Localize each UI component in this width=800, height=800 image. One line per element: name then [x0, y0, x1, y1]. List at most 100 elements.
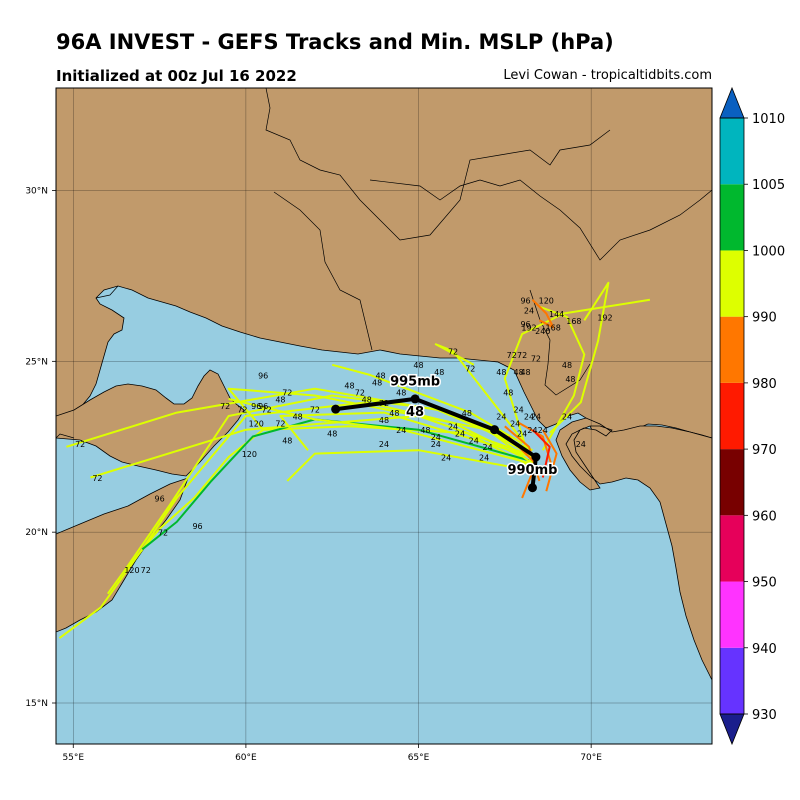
forecast-hour-label: 72 — [517, 351, 527, 360]
forecast-hour-label: 24 — [479, 453, 489, 462]
mean-track-label: 995mb — [390, 374, 440, 389]
forecast-hour-label: 48 — [275, 395, 285, 404]
forecast-hour-label: 240 — [535, 327, 550, 336]
forecast-hour-label: 48 — [389, 409, 399, 418]
forecast-hour-label: 96 — [258, 402, 268, 411]
latitude-ticks: 15°N 20°N 25°N 30°N — [25, 187, 56, 709]
forecast-hour-label: 48 — [434, 368, 444, 377]
ensemble-track — [66, 387, 530, 455]
ensemble-track — [548, 281, 610, 434]
forecast-hour-label: 48 — [420, 426, 430, 435]
mean-track-point — [527, 483, 537, 493]
map-subtitle: Initialized at 00z Jul 16 2022 — [56, 67, 297, 85]
oman-coast — [56, 369, 245, 477]
forecast-hour-label: 168 — [566, 317, 581, 326]
mean-track-label: 48 — [406, 405, 424, 420]
forecast-hour-label: 72 — [141, 566, 151, 575]
forecast-hour-label: 72 — [465, 365, 475, 374]
colorbar-tick-label: 930 — [752, 708, 777, 723]
forecast-hour-label: 24 — [482, 443, 492, 452]
mean-track-point — [489, 425, 499, 435]
forecast-hour-label: 24 — [441, 453, 451, 462]
forecast-hour-label: 24 — [510, 419, 520, 428]
forecast-hour-label: 48 — [327, 430, 337, 439]
country-border — [95, 285, 119, 299]
ensemble-track — [279, 411, 533, 458]
forecast-hour-label: 24 — [524, 307, 534, 316]
colorbar-bin — [720, 515, 744, 582]
forecast-hour-label: 24 — [524, 412, 534, 421]
forecast-hour-label: 24 — [531, 412, 541, 421]
forecast-hour-label: 48 — [520, 368, 530, 377]
ensemble-track — [90, 415, 537, 479]
country-border — [273, 191, 373, 351]
forecast-hour-label: 72 — [158, 529, 168, 538]
forecast-hour-label: 24 — [517, 430, 527, 439]
forecast-hour-label: 24 — [527, 426, 537, 435]
country-border — [56, 433, 75, 439]
mean-track-point — [531, 452, 541, 462]
colorbar-frame — [719, 117, 745, 715]
forecast-hour-label: 24 — [431, 440, 441, 449]
colorbar-tick-label: 1010 — [752, 112, 785, 127]
lon-tick-label: 70°E — [580, 753, 602, 763]
colorbar-bin — [720, 316, 744, 383]
forecast-hour-label: 72 — [262, 406, 272, 415]
colorbar-bin — [720, 118, 744, 185]
forecast-hour-label: 48 — [514, 368, 524, 377]
forecast-hour-label: 48 — [379, 416, 389, 425]
forecast-hour-label: 72 — [75, 440, 85, 449]
lat-tick-label: 30°N — [25, 187, 48, 197]
forecast-hour-label: 72 — [220, 402, 230, 411]
ensemble-track — [531, 428, 551, 478]
forecast-hour-label: 72 — [448, 348, 458, 357]
colorbar-tick-label: 990 — [752, 311, 777, 326]
colorbar-bin — [720, 250, 744, 317]
forecast-hour-label: 120 — [242, 450, 257, 459]
forecast-hour-label: 48 — [362, 395, 372, 404]
colorbar-tick-label: 960 — [752, 509, 777, 524]
country-border — [369, 179, 712, 261]
longitude-ticks: 55°E 60°E 65°E 70°E — [62, 744, 602, 763]
forecast-hour-label: 72 — [282, 389, 292, 398]
forecast-hour-label: 24 — [576, 440, 586, 449]
forecast-hour-label: 72 — [355, 389, 365, 398]
forecast-hour-label: 48 — [344, 382, 354, 391]
lon-tick-label: 60°E — [235, 753, 257, 763]
forecast-hour-label: 48 — [413, 361, 423, 370]
forecast-hour-label: 120 — [124, 566, 139, 575]
lat-tick-label: 25°N — [25, 357, 48, 367]
forecast-hour-label: 48 — [503, 389, 513, 398]
map-title: 96A INVEST - GEFS Tracks and Min. MSLP (… — [56, 30, 614, 54]
ensemble-track — [434, 343, 523, 441]
colorbar-min-arrow — [719, 713, 745, 746]
colorbar-tick-label: 1000 — [752, 244, 785, 259]
forecast-hour-label: 24 — [469, 436, 479, 445]
ensemble-track — [531, 299, 555, 329]
forecast-hour-label: 48 — [282, 436, 292, 445]
forecast-hour-label: 72 — [507, 351, 517, 360]
forecast-hour-label: 48 — [396, 389, 406, 398]
forecast-hour-label: 24 — [514, 406, 524, 415]
forecast-hour-label: 48 — [562, 361, 572, 370]
lon-tick-label: 55°E — [62, 753, 84, 763]
lon-tick-label: 65°E — [408, 753, 430, 763]
forecast-hour-label: 168 — [546, 324, 561, 333]
india-coast — [555, 417, 712, 681]
lat-tick-label: 20°N — [25, 528, 48, 538]
forecast-hour-label: 96 — [154, 494, 164, 503]
forecast-hour-label: 96 — [258, 371, 268, 380]
mean-track-point — [331, 404, 341, 414]
lat-tick-label: 15°N — [25, 699, 48, 709]
colorbar-bin — [720, 647, 744, 714]
forecast-hour-label: 72 — [92, 474, 102, 483]
forecast-hour-label: 48 — [496, 368, 506, 377]
forecast-hour-label: 120 — [539, 296, 554, 305]
mean-track-point — [410, 394, 420, 404]
forecast-hour-label: 72 — [531, 354, 541, 363]
forecast-hour-label: 48 — [565, 375, 575, 384]
ensemble-track — [286, 449, 533, 482]
forecast-hour-label: 24 — [538, 426, 548, 435]
